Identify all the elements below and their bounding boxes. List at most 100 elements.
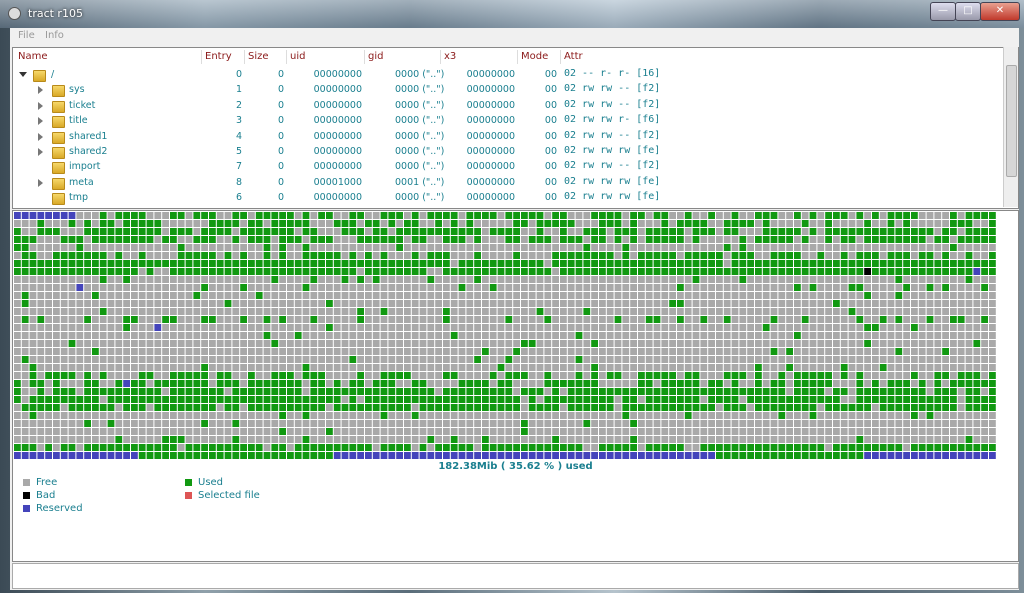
column-header[interactable]: uid <box>290 51 306 62</box>
table-cell[interactable]: shared2 <box>69 146 108 157</box>
block-cell <box>770 356 778 363</box>
block-cell <box>37 228 45 235</box>
block-cell <box>645 300 653 307</box>
scrollbar[interactable] <box>1003 47 1018 207</box>
block-cell <box>115 404 123 411</box>
column-header[interactable]: Name <box>18 51 48 62</box>
block-cell <box>872 252 879 259</box>
column-header[interactable]: gid <box>368 51 384 62</box>
block-cell <box>123 388 130 395</box>
maximize-button[interactable]: □ <box>955 2 981 21</box>
block-cell <box>778 388 786 395</box>
block-cell <box>599 324 606 331</box>
block-cell <box>817 292 825 299</box>
table-cell[interactable]: import <box>69 161 101 173</box>
block-cell <box>528 380 536 387</box>
block-cell <box>747 236 754 243</box>
block-cell <box>731 228 739 235</box>
block-cell <box>482 356 489 363</box>
block-cell <box>146 268 154 275</box>
block-cell <box>762 300 770 307</box>
block-cell <box>552 332 559 339</box>
block-cell <box>294 252 302 259</box>
tree-expander[interactable] <box>19 72 27 77</box>
block-cell <box>762 340 770 347</box>
block-cell <box>365 284 372 291</box>
table-cell[interactable]: meta <box>69 176 94 188</box>
block-cell <box>856 252 864 259</box>
block-cell <box>107 380 115 387</box>
menu-info[interactable]: Info <box>45 30 64 41</box>
block-cell <box>645 372 653 379</box>
block-cell <box>599 244 606 251</box>
block-cell <box>497 284 505 291</box>
block-cell <box>622 412 630 419</box>
block-cell <box>817 236 825 243</box>
column-header[interactable]: Mode <box>521 51 549 62</box>
table-cell[interactable]: sys <box>69 84 85 96</box>
block-cell <box>786 420 793 427</box>
block-cell <box>661 268 669 275</box>
block-cell <box>856 452 864 459</box>
legend-label: Reserved <box>36 503 83 514</box>
menu-file[interactable]: File <box>18 30 35 41</box>
scroll-thumb[interactable] <box>1006 65 1017 177</box>
block-cell <box>357 420 364 427</box>
block-cell <box>887 308 895 315</box>
block-cell <box>684 260 692 267</box>
block-cell <box>99 244 107 251</box>
block-cell <box>840 268 848 275</box>
block-cell <box>193 348 201 355</box>
block-cell <box>349 300 357 307</box>
tree-expander[interactable] <box>38 117 43 126</box>
block-cell <box>404 276 411 283</box>
block-cell <box>107 236 115 243</box>
table-cell[interactable]: tmp <box>69 192 89 204</box>
block-cell <box>115 412 123 419</box>
table-cell[interactable]: shared1 <box>69 130 108 142</box>
table-cell[interactable]: title <box>69 115 88 127</box>
block-cell <box>53 292 60 299</box>
block-cell <box>37 308 45 315</box>
block-cell <box>591 428 598 435</box>
block-cell <box>614 316 622 323</box>
block-cell <box>934 412 942 419</box>
block-cell <box>716 340 723 347</box>
tree-expander[interactable] <box>38 178 43 187</box>
block-cell <box>474 364 481 371</box>
block-cell <box>84 380 91 387</box>
tree-expander[interactable] <box>38 148 43 156</box>
block-cell <box>513 300 520 307</box>
table-cell: 0000 ("..") <box>395 69 445 80</box>
block-cell <box>411 396 419 403</box>
block-cell <box>357 364 364 371</box>
block-cell <box>606 292 614 299</box>
block-cell <box>739 324 747 331</box>
close-button[interactable]: ✕ <box>980 2 1020 21</box>
block-cell <box>489 340 497 347</box>
block-cell <box>739 412 747 419</box>
block-cell <box>216 324 224 331</box>
column-header[interactable]: Entry <box>205 51 232 62</box>
block-cell <box>521 324 528 331</box>
tree-expander[interactable] <box>38 132 43 141</box>
block-cell <box>458 276 466 283</box>
block-cell <box>677 212 684 219</box>
table-cell[interactable]: / <box>51 69 55 80</box>
block-cell <box>138 228 146 235</box>
block-cell <box>918 452 926 459</box>
block-cell <box>154 236 162 243</box>
table-cell[interactable]: ticket <box>69 99 96 111</box>
block-cell <box>817 284 825 291</box>
block-cell <box>201 292 208 299</box>
minimize-button[interactable]: — <box>930 2 956 21</box>
block-cell <box>177 428 185 435</box>
block-cell <box>801 428 809 435</box>
column-header[interactable]: Size <box>248 51 269 62</box>
block-cell <box>201 404 208 411</box>
column-header[interactable]: x3 <box>444 51 457 62</box>
block-cell <box>372 452 380 459</box>
column-header[interactable]: Attr <box>564 51 583 62</box>
tree-expander[interactable] <box>38 86 43 95</box>
tree-expander[interactable] <box>38 101 43 110</box>
